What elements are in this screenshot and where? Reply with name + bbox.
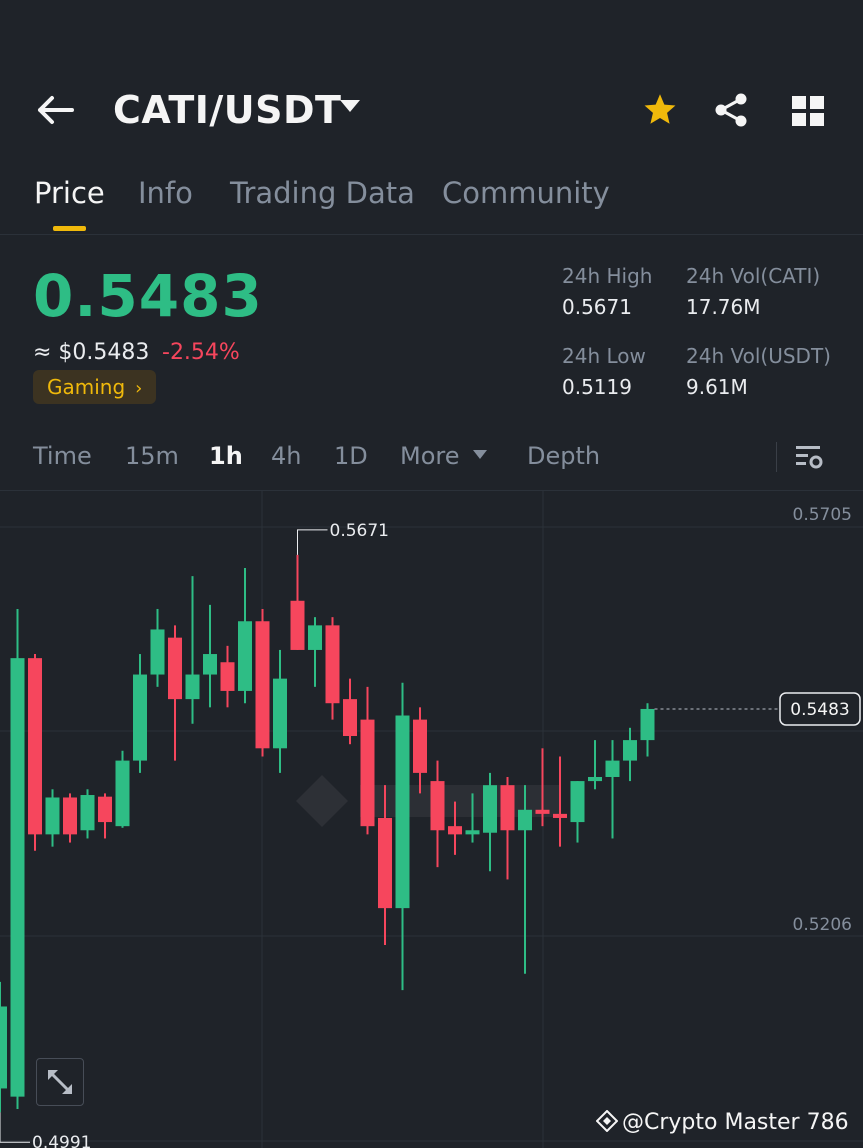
high-value: 0.5671 [562, 295, 632, 319]
candle-body [203, 654, 217, 675]
candle-body [343, 699, 357, 737]
last-price-box [779, 692, 861, 726]
price-change-percent: -2.54% [162, 340, 240, 365]
header-bar: CATI/USDT [0, 0, 863, 160]
low-value: 0.5119 [562, 375, 632, 399]
vol-base-label: 24h Vol(CATI) [686, 264, 821, 288]
vol-quote-value: 9.61M [686, 375, 748, 399]
grid-menu-icon[interactable] [791, 95, 825, 127]
candle-body [360, 719, 375, 827]
interval-depth[interactable]: Depth [527, 442, 601, 470]
candle-body [63, 797, 77, 835]
y-tick-mid: 0.5206 [793, 915, 852, 935]
candle-body [535, 809, 550, 814]
tab-price[interactable]: Price [34, 176, 105, 210]
candle-body [448, 826, 462, 835]
more-caret-icon [473, 450, 488, 459]
chart-settings-icon[interactable] [794, 442, 824, 472]
share-icon[interactable] [712, 92, 750, 128]
high-marker-label: 0.5671 [330, 521, 389, 541]
candle-body [395, 715, 410, 909]
section-tabs: Price Info Trading Data Community [0, 170, 863, 235]
candle-body [465, 830, 480, 835]
candle-body [238, 621, 252, 691]
candle-body [413, 719, 427, 773]
low-label: 24h Low [562, 344, 646, 368]
candle-body [98, 796, 112, 823]
category-tag-button[interactable]: Gaming › [33, 370, 157, 404]
candle-body [325, 625, 340, 704]
low-marker-line [0, 1112, 30, 1143]
interval-divider [776, 442, 777, 472]
candle-body [220, 662, 235, 691]
candle-body [553, 813, 567, 818]
candles-group [0, 554, 655, 1113]
candle-body [588, 776, 602, 782]
expand-icon [48, 1070, 72, 1094]
interval-selector: Time 15m 1h 4h 1D More Depth [0, 430, 863, 491]
source-watermark: @Crypto Master 786 [595, 1109, 849, 1135]
candle-body [168, 637, 182, 700]
candle-body [80, 795, 95, 831]
tab-community[interactable]: Community [442, 176, 610, 210]
high-marker-line [297, 529, 328, 555]
candle-body [28, 658, 42, 835]
category-tag-label: Gaming [47, 375, 126, 399]
usd-price: ≈ $0.5483 [33, 340, 150, 365]
active-tab-indicator [53, 226, 86, 231]
candle-body [45, 797, 60, 835]
watermark-text: @Crypto Master 786 [622, 1110, 849, 1135]
candle-body [430, 781, 445, 831]
candle-body [185, 674, 200, 700]
vol-base-value: 17.76M [686, 295, 761, 319]
candle-body [115, 760, 130, 827]
candle-body [500, 785, 515, 831]
candle-body [640, 708, 655, 741]
trading-pair-title[interactable]: CATI/USDT [113, 88, 342, 132]
interval-1h[interactable]: 1h [209, 442, 243, 470]
candle-body [623, 740, 637, 761]
last-price: 0.5483 [33, 262, 263, 330]
candle-body [133, 674, 147, 761]
favorite-star-icon[interactable] [641, 92, 679, 128]
candle-body [483, 785, 497, 833]
candlestick-chart[interactable]: 0.5705 0.5206 0.5483 0.5671 0.4991 [0, 491, 863, 1148]
diamond-logo-icon [595, 1109, 619, 1133]
low-marker-label: 0.4991 [32, 1133, 91, 1148]
candle-body [290, 600, 305, 650]
back-arrow-icon[interactable] [36, 92, 76, 128]
candle-body [378, 817, 392, 909]
interval-4h[interactable]: 4h [271, 442, 302, 470]
candle-body [0, 1006, 7, 1089]
last-price-label: 0.5483 [790, 700, 849, 720]
fullscreen-button[interactable] [36, 1058, 84, 1106]
interval-1d[interactable]: 1D [334, 442, 368, 470]
chevron-right-icon: › [135, 378, 143, 399]
tab-info[interactable]: Info [138, 176, 193, 210]
candle-body [570, 781, 585, 823]
interval-more[interactable]: More [400, 442, 488, 470]
high-label: 24h High [562, 264, 653, 288]
y-tick-top: 0.5705 [793, 505, 852, 525]
caret-down-icon[interactable] [340, 100, 360, 114]
candle-body [605, 760, 620, 777]
vol-quote-label: 24h Vol(USDT) [686, 344, 831, 368]
candle-body [150, 629, 165, 675]
interval-more-label: More [400, 442, 460, 470]
candle-body [10, 658, 25, 1097]
candle-body [308, 625, 322, 650]
interval-15m[interactable]: 15m [125, 442, 179, 470]
candle-body [518, 809, 532, 831]
interval-time[interactable]: Time [33, 442, 92, 470]
tab-trading-data[interactable]: Trading Data [230, 176, 415, 210]
candle-body [273, 678, 287, 749]
candle-body [255, 621, 270, 749]
